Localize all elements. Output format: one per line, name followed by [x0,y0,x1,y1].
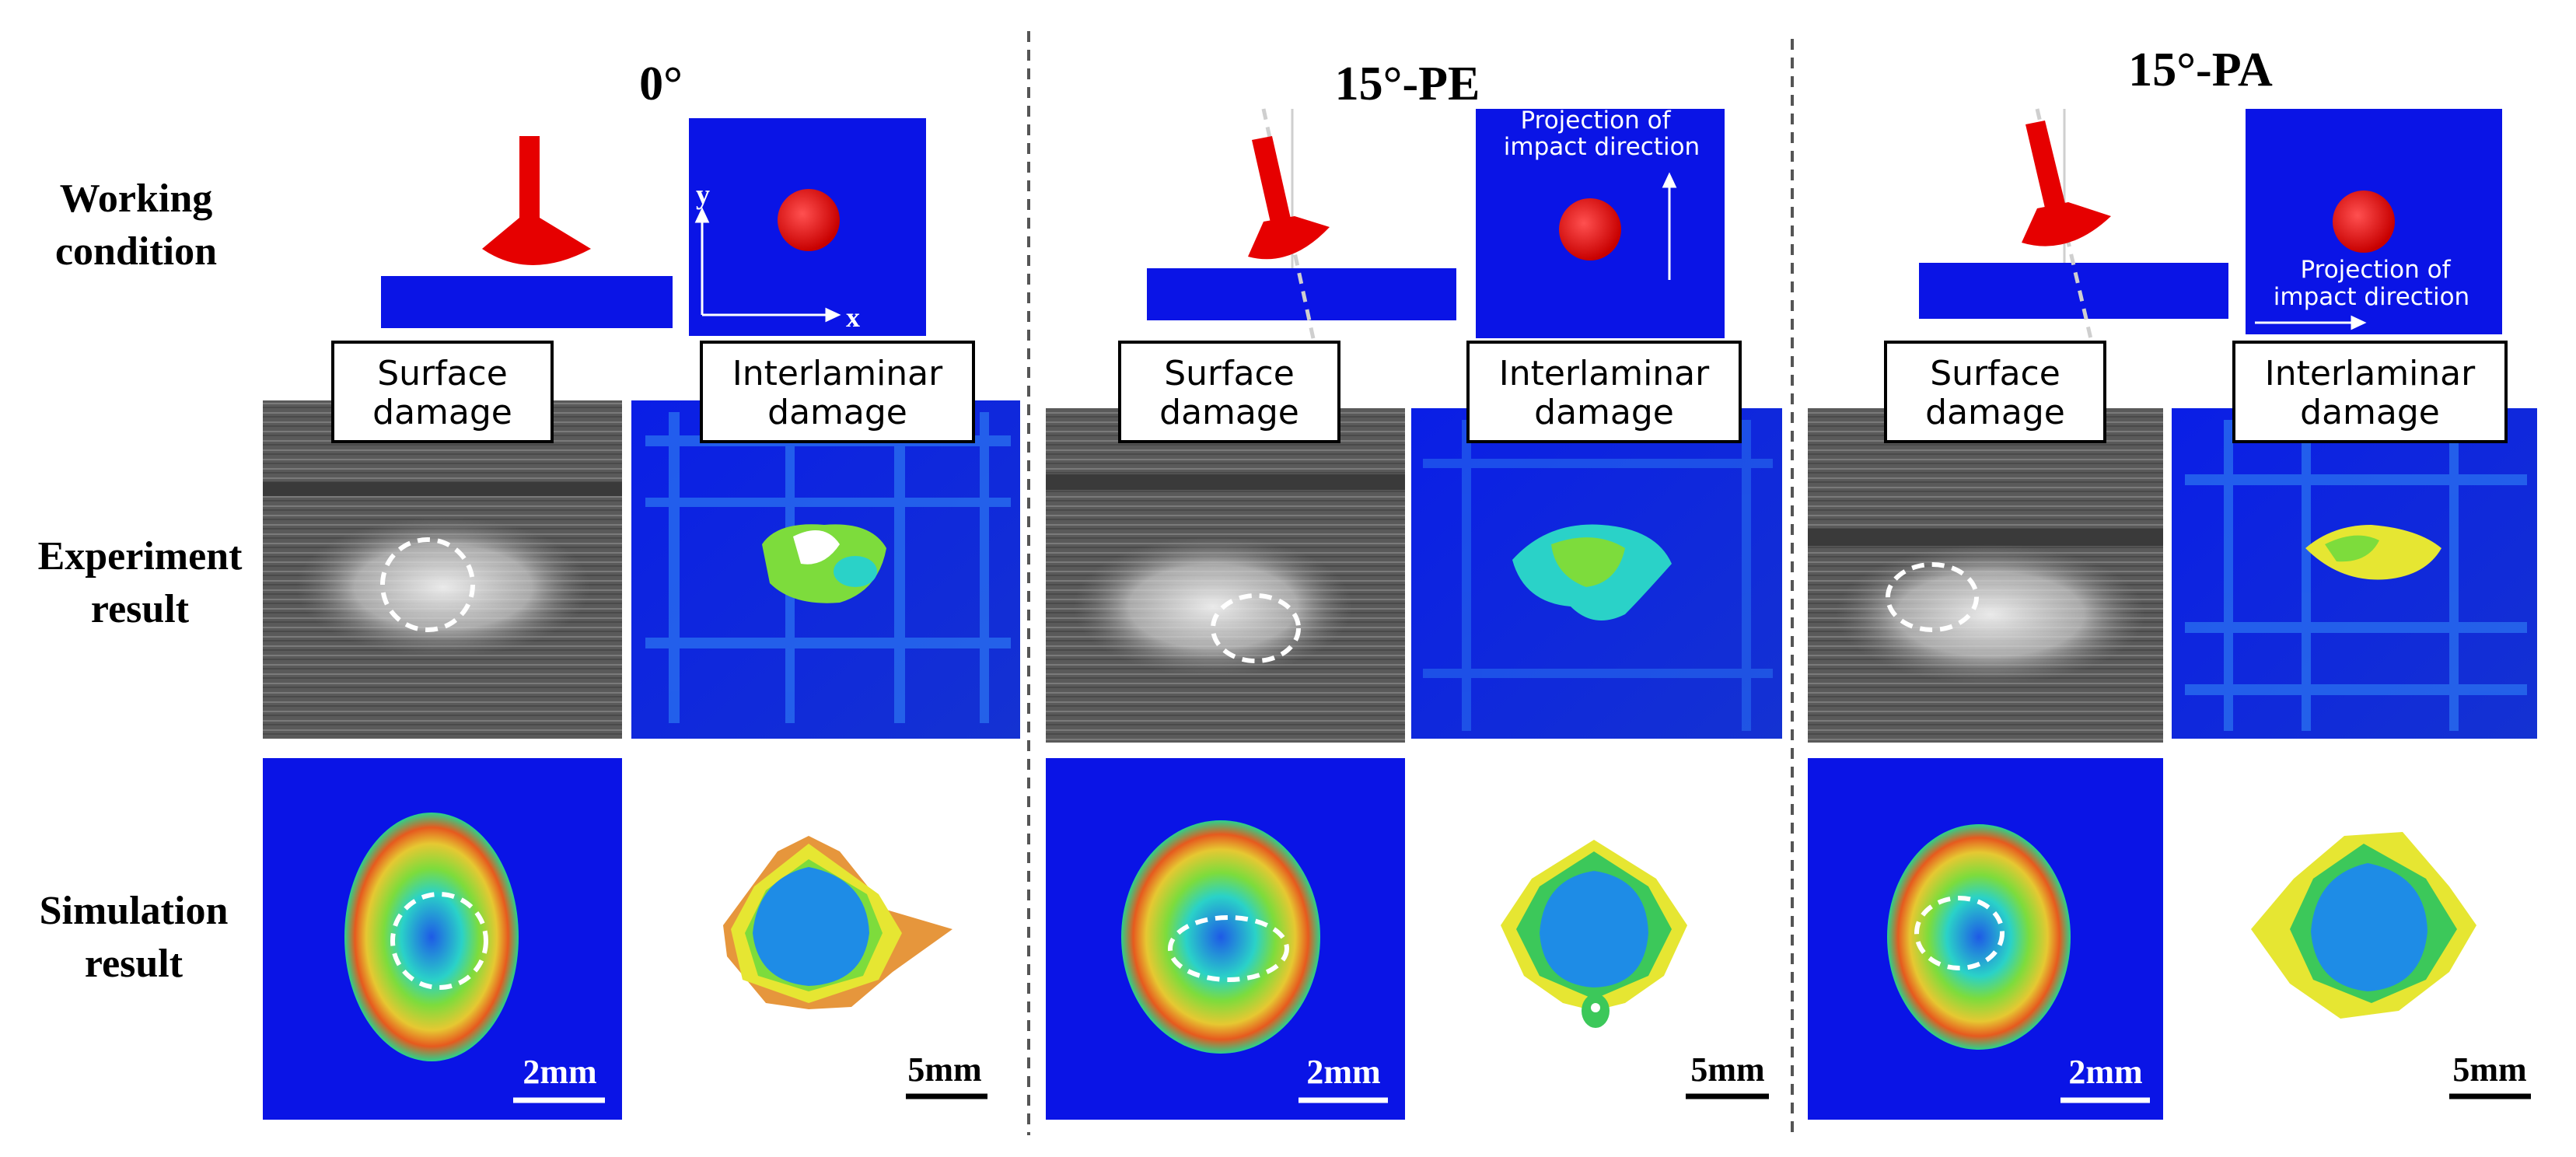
working-condition-15pa [1919,108,2228,343]
scale-bar-label: 5mm [2452,1050,2526,1089]
axes-icon [694,207,841,323]
impactor-shaft [2025,121,2067,215]
svg-text:result: result [85,942,184,986]
svg-text:Interlaminar: Interlaminar [2265,354,2476,393]
svg-text:impact direction: impact direction [2274,283,2469,311]
surface-damage-label-0deg: Surface damage [331,341,554,443]
scale-bar-label: 2mm [1306,1053,1380,1091]
simulation-interlaminar-0deg: 5mm [723,836,987,1099]
impact-circle-marker [1886,562,1979,632]
impactor-head [1248,216,1330,260]
top-view-0deg: x y [689,118,926,336]
svg-text:Simulation: Simulation [40,889,229,933]
surface-damage-label-15pa: Surface damage [1884,341,2106,443]
impactor-shaft [1252,136,1292,229]
column-title-15pe: 15°-PE [1335,58,1480,110]
svg-text:Surface: Surface [1164,354,1295,393]
experiment-surface-photo-0deg [263,400,622,739]
svg-text:damage: damage [1925,393,2065,432]
working-condition-0deg [381,136,673,328]
simulation-surface-15pa: 2mm [1808,758,2163,1120]
row-label-experiment-result: Experiment result [38,534,243,631]
simulation-surface-0deg: 2mm [263,758,622,1120]
impact-circle-marker [390,892,488,990]
top-view-15pe: Projection of impact direction [1476,107,1725,338]
interlaminar-damage-label-15pe: Interlaminar damage [1466,341,1742,443]
simulation-interlaminar-15pe: 5mm [1501,840,1769,1099]
column-title-0deg: 0° [639,58,683,110]
impact-point [1559,198,1621,260]
impact-point [2333,191,2395,253]
simulation-interlaminar-15pa: 5mm [2251,832,2531,1099]
scale-bar-label: 2mm [2068,1053,2142,1091]
column-title-15pa: 15°-PA [2128,44,2273,96]
experiment-interlaminar-cscan-0deg [631,400,1020,739]
laminate-plate [1919,263,2228,319]
axis-y-label: y [696,179,710,210]
experiment-surface-photo-15pa [1808,408,2163,743]
projection-label: Projection of [2300,256,2451,284]
scale-bar-label: 5mm [907,1050,981,1089]
impact-point [778,189,840,251]
svg-text:damage: damage [1534,393,1674,432]
svg-text:damage: damage [2300,393,2440,432]
svg-text:Experiment: Experiment [38,534,243,578]
svg-text:Interlaminar: Interlaminar [1499,354,1710,393]
impactor-head [482,218,591,265]
simulation-surface-15pe: 2mm [1046,758,1405,1120]
impact-circle-marker [1168,915,1289,982]
impactor-head [2022,202,2111,246]
scale-bar-label: 2mm [523,1053,596,1091]
svg-text:impact direction: impact direction [1504,133,1700,161]
row-label-working-condition: Working condition [55,177,217,274]
scale-bar-label: 5mm [1690,1050,1764,1089]
interlaminar-damage-label-15pa: Interlaminar damage [2232,341,2508,443]
surface-damage-label-15pe: Surface damage [1118,341,1340,443]
experiment-interlaminar-cscan-15pa [2172,408,2537,739]
svg-text:Working: Working [60,177,213,221]
top-view-15pa: Projection of impact direction [2246,109,2502,334]
axis-x-label: x [846,302,860,333]
svg-text:Surface: Surface [1930,354,2060,393]
svg-text:result: result [91,587,190,631]
impact-circle-marker [1211,593,1301,663]
row-label-simulation-result: Simulation result [40,889,229,986]
svg-text:damage: damage [372,393,512,432]
arrow-up-icon [1662,172,1677,280]
impact-circle-marker [1914,896,2005,970]
svg-text:condition: condition [55,229,217,274]
working-condition-15pe [1147,108,1456,343]
impact-circle-marker [380,537,475,632]
laminate-plate [381,276,673,328]
experiment-interlaminar-cscan-15pe [1411,408,1782,739]
svg-text:Surface: Surface [377,354,508,393]
experiment-surface-photo-15pe [1046,408,1405,743]
arrow-right-icon [2255,315,2367,330]
interlaminar-damage-label-0deg: Interlaminar damage [700,341,975,443]
svg-text:Interlaminar: Interlaminar [732,354,943,393]
projection-label: Projection of [1520,107,1671,135]
svg-text:damage: damage [1159,393,1299,432]
svg-text:damage: damage [767,393,907,432]
impactor-shaft [519,136,540,222]
